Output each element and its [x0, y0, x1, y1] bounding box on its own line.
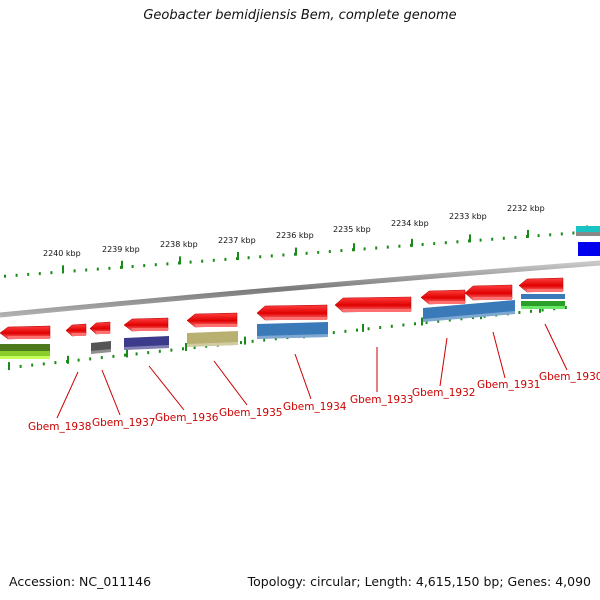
kbp-label: 2238 kbp	[160, 240, 198, 249]
gene-labels: Gbem_1938 Gbem_1937 Gbem_1936 Gbem_1935 Gbem…	[28, 323, 600, 433]
cog-bar	[187, 331, 238, 347]
genome-backbone	[0, 260, 600, 318]
gene-label: Gbem_1935	[219, 407, 282, 419]
gene-label: Gbem_1938	[28, 421, 91, 433]
gene-label: Gbem_1934	[283, 401, 347, 413]
gene-arrow-shadow	[96, 331, 110, 334]
kbp-label: 2237 kbp	[218, 236, 256, 245]
gene-arrow-shadow	[265, 317, 327, 320]
kbp-labels: 2240 kbp 2239 kbp 2238 kbp 2237 kbp 2236 kbp…	[43, 204, 545, 258]
gene-label: Gbem_1932	[412, 387, 475, 399]
gene-leader-line	[101, 369, 121, 416]
map-title: Geobacter bemidjiensis Bem, complete gen…	[143, 8, 457, 23]
edge-features-upper	[576, 226, 600, 256]
accession-text: Accession: NC_011146	[9, 574, 152, 589]
kbp-label: 2235 kbp	[333, 225, 371, 234]
kbp-label: 2233 kbp	[449, 212, 487, 221]
gene-leader-line	[544, 323, 568, 371]
gene-arrow-shadow	[72, 333, 86, 336]
gene-arrow-shadow	[527, 289, 563, 292]
gene-label: Gbem_1933	[350, 394, 413, 406]
cog-bar	[91, 341, 111, 354]
gene-label: Gbem_1937	[92, 417, 155, 429]
cog-bar	[423, 300, 515, 322]
kbp-label: 2234 kbp	[391, 219, 429, 228]
gene-leader-line	[148, 365, 185, 411]
cog-bar-highlight	[423, 311, 515, 322]
gene-arrow-shadow	[8, 336, 50, 339]
gene-label: Gbem_1931	[477, 379, 540, 391]
gene-leader-line	[492, 331, 506, 379]
edge-features-left	[0, 294, 565, 359]
gene-arrow-shadow	[429, 301, 465, 304]
gene-leader-line	[294, 353, 312, 400]
gene-arrow-shadow	[473, 297, 512, 300]
kbp-label: 2236 kbp	[276, 231, 314, 240]
cog-bar-highlight	[257, 334, 328, 339]
gene-arrow-shadow	[343, 309, 411, 312]
cog-bars	[91, 300, 515, 354]
cog-bar-highlight	[91, 349, 111, 354]
gene-arrows	[0, 277, 564, 340]
gene-leader-line	[439, 337, 448, 387]
gene-label: Gbem_1930	[539, 371, 600, 383]
kbp-tick-ring	[4, 225, 598, 278]
gene-label: Gbem_1936	[155, 412, 219, 424]
gene-leader-line	[213, 360, 248, 406]
cog-bar	[257, 322, 328, 339]
gene-arrow-shadow	[195, 324, 237, 327]
gene-leader-line	[56, 371, 79, 419]
kbp-label: 2239 kbp	[102, 245, 140, 254]
cog-bar-highlight	[187, 342, 238, 347]
gene-arrow-shadow	[132, 328, 168, 331]
cog-bar-highlight	[124, 345, 169, 350]
summary-text: Topology: circular; Length: 4,615,150 bp…	[247, 574, 591, 589]
kbp-label: 2232 kbp	[507, 204, 545, 213]
kbp-label: 2240 kbp	[43, 249, 81, 258]
cog-bar	[124, 336, 169, 350]
